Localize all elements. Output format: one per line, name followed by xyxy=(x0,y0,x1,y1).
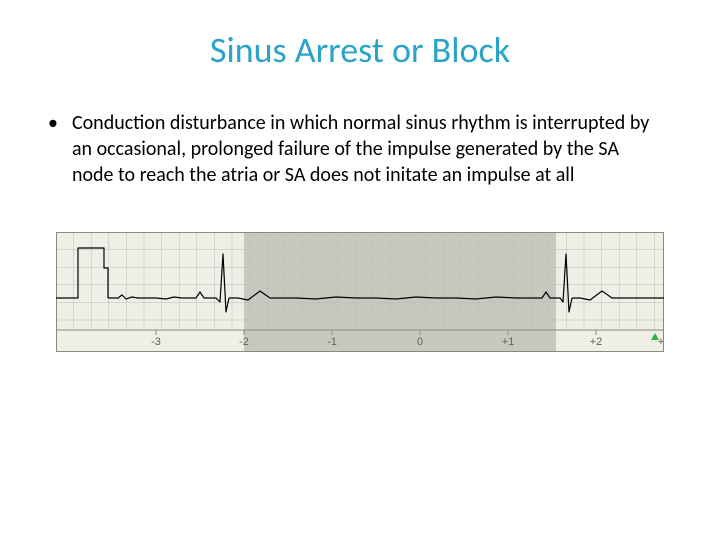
slide-title: Sinus Arrest or Block xyxy=(40,28,680,72)
ecg-tick-label: -3 xyxy=(151,336,161,348)
ecg-tick-label: 0 xyxy=(417,336,423,348)
ecg-svg: -3 -2 -1 0 +1 +2 +3 xyxy=(56,232,664,352)
bullet-marker: • xyxy=(48,110,58,136)
ecg-strip: -3 -2 -1 0 +1 +2 +3 xyxy=(56,232,664,352)
ecg-tick-label: -2 xyxy=(239,336,249,348)
ecg-tick-label: -1 xyxy=(327,336,337,348)
bullet-text: Conduction disturbance in which normal s… xyxy=(72,110,660,188)
ecg-tick-label: +3 xyxy=(658,336,664,348)
ecg-tick-label: +2 xyxy=(590,336,603,348)
ecg-tick-label: +1 xyxy=(502,336,515,348)
bullet-item: • Conduction disturbance in which normal… xyxy=(48,110,660,188)
